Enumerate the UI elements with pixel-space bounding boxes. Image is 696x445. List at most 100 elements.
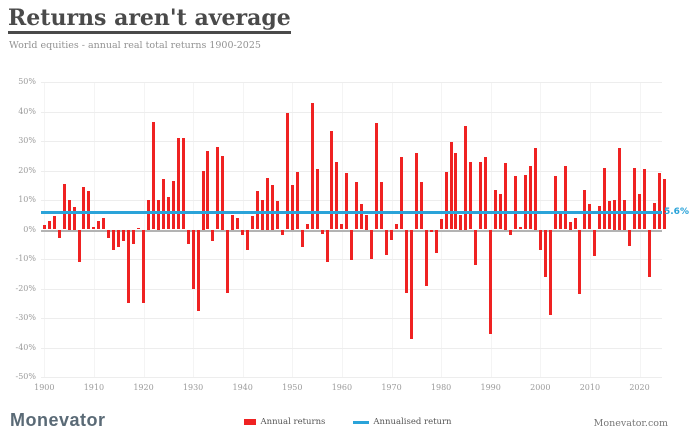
bar-1938: [231, 214, 235, 230]
x-tick-1990: 1990: [480, 383, 501, 392]
bar-1947: [275, 201, 279, 230]
y-tick-30%: 30%: [18, 136, 36, 145]
x-tick-1910: 1910: [83, 383, 105, 392]
bar-1946: [270, 185, 274, 230]
bar-2007: [573, 217, 577, 230]
gridline-20: [41, 170, 662, 172]
bar-1929: [186, 229, 190, 245]
x-tick-1950: 1950: [282, 383, 303, 392]
gridline--50: [41, 377, 662, 378]
bar-2013: [603, 167, 607, 230]
bar-1906: [72, 207, 76, 230]
bar-1935: [216, 146, 220, 230]
bar-2018: [628, 229, 632, 246]
bar-2024: [657, 173, 661, 230]
bar-1923: [156, 200, 160, 230]
bar-1998: [528, 166, 532, 230]
y-tick-10%: 10%: [18, 195, 36, 204]
bar-1915: [117, 229, 121, 248]
bar-1910: [92, 226, 96, 230]
bar-1983: [454, 152, 458, 230]
legend-annual-returns: Annual returns: [244, 417, 325, 427]
bar-1903: [57, 229, 61, 239]
bar-1949: [285, 112, 289, 230]
monevator-logo[interactable]: Monevator: [10, 410, 106, 430]
bar-2021: [642, 169, 646, 230]
x-tick-1970: 1970: [381, 383, 402, 392]
bar-1959: [335, 161, 339, 230]
bar-1975: [414, 152, 418, 230]
bar-1974: [409, 229, 413, 339]
bar-1931: [196, 229, 200, 311]
bar-1934: [211, 229, 215, 242]
bar-2001: [543, 229, 547, 277]
bar-2014: [608, 201, 612, 230]
bar-1904: [62, 183, 66, 230]
bar-1932: [201, 170, 205, 230]
bar-1948: [280, 229, 284, 236]
bar-1956: [320, 229, 324, 234]
chart-legend: Annual returns Annualised return: [0, 417, 696, 427]
bar-1913: [107, 229, 111, 239]
x-tick-2010: 2010: [579, 383, 601, 392]
legend-annualised-return: Annualised return: [353, 417, 452, 427]
y-tick-50%: 50%: [18, 77, 36, 86]
gridline-10: [41, 200, 662, 201]
bar-1990: [489, 229, 493, 335]
bar-1977: [424, 229, 428, 286]
bar-2006: [568, 222, 572, 230]
bar-1968: [380, 182, 384, 230]
bar-2005: [563, 166, 567, 230]
bar-1922: [151, 121, 155, 230]
y-tick--30%: -30%: [15, 313, 36, 322]
bar-1964: [360, 204, 364, 230]
gridline-30: [41, 141, 662, 142]
bar-1978: [429, 229, 433, 233]
bar-1924: [161, 179, 165, 230]
bar-2009: [583, 189, 587, 230]
y-tick--20%: -20%: [15, 283, 36, 293]
chart-subtitle: World equities - annual real total retur…: [9, 40, 261, 51]
bar-1976: [419, 182, 423, 230]
bar-1969: [385, 229, 389, 255]
bar-2003: [553, 176, 557, 230]
bar-2010: [588, 204, 592, 230]
monevator-site-link[interactable]: Monevator.com: [593, 418, 668, 429]
bar-1953: [305, 223, 309, 230]
y-tick--40%: -40%: [15, 342, 36, 352]
bar-2025: [662, 179, 666, 230]
bar-1940: [241, 229, 245, 236]
bar-1995: [514, 176, 517, 230]
plot-area: [41, 82, 666, 378]
bar-1996: [518, 226, 522, 230]
bar-1989: [484, 157, 488, 230]
bar-1980: [439, 219, 443, 230]
x-tick-1940: 1940: [232, 383, 253, 392]
bar-2011: [593, 229, 597, 257]
bar-1971: [394, 223, 398, 230]
bar-1937: [226, 229, 230, 293]
bar-1914: [112, 229, 116, 251]
bar-1997: [523, 174, 527, 230]
bar-1944: [261, 200, 265, 230]
bar-1967: [375, 123, 379, 230]
bar-1905: [67, 200, 71, 230]
bar-1945: [266, 177, 269, 230]
bar-1926: [171, 180, 175, 230]
y-tick-20%: 20%: [18, 165, 36, 175]
annualised-return-line: [41, 211, 662, 215]
y-tick-40%: 40%: [18, 106, 36, 116]
bar-1987: [474, 229, 478, 265]
bar-1970: [390, 229, 393, 240]
bar-1984: [459, 214, 463, 230]
y-tick--10%: -10%: [15, 254, 36, 263]
bar-1907: [77, 229, 81, 262]
bar-1917: [127, 229, 131, 304]
bar-1965: [365, 214, 369, 230]
bar-1939: [236, 217, 240, 230]
x-tick-1980: 1980: [430, 383, 452, 392]
bar-1900: [42, 225, 46, 230]
bar-1921: [146, 200, 150, 230]
bar-1920: [142, 229, 145, 304]
